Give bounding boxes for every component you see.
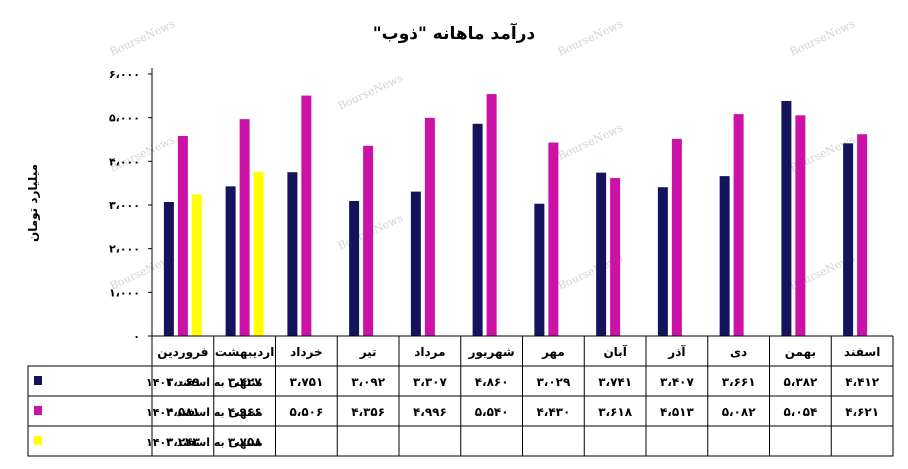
bars xyxy=(163,94,868,337)
bar-0-9 xyxy=(719,176,730,336)
category-label: دی xyxy=(730,345,747,359)
watermark-text: BourseNews xyxy=(788,17,858,59)
watermark-text: BourseNews xyxy=(336,71,406,113)
bar-2-0 xyxy=(191,194,202,336)
bar-0-10 xyxy=(781,100,792,337)
watermark-text: BourseNews xyxy=(556,121,626,163)
bar-1-2 xyxy=(301,95,312,336)
bar-1-8 xyxy=(671,138,682,336)
category-label: فروردین xyxy=(157,345,208,360)
bar-1-4 xyxy=(424,117,435,336)
axes: ۰ ۱،۰۰۰ ۲،۰۰۰ ۳،۰۰۰ ۴،۰۰۰ ۵،۰۰۰ ۶،۰۰۰ xyxy=(109,68,153,343)
data-label-1-1: ۴،۹۶۶ xyxy=(228,405,262,419)
category-label: اسفند xyxy=(844,345,880,359)
data-label-0-6: ۳،۰۲۹ xyxy=(536,375,571,389)
watermark-text: BourseNews xyxy=(556,17,626,59)
category-label: آبان xyxy=(603,344,627,359)
bar-0-6 xyxy=(534,203,545,336)
category-label: آذر xyxy=(667,344,686,359)
legend-label-0: منتهی به اسفند ۱۴۰۱ xyxy=(146,376,263,389)
bar-0-4 xyxy=(410,191,421,336)
y-tick-label: ۲،۰۰۰ xyxy=(109,243,140,256)
y-tick-label: ۵،۰۰۰ xyxy=(109,112,140,125)
data-label-0-3: ۳،۰۹۲ xyxy=(351,375,386,389)
data-table: فروردین اردیبهشت خرداد تیر مرداد شهریور مهر آبا… xyxy=(27,335,894,457)
data-label-0-1: ۳،۴۲۷ xyxy=(228,375,263,389)
data-label-0-7: ۳،۷۴۱ xyxy=(598,375,632,389)
data-label-1-9: ۵،۰۸۲ xyxy=(722,405,757,419)
y-tick-label: ۳،۰۰۰ xyxy=(109,199,140,212)
bar-0-3 xyxy=(349,200,360,336)
legend-label-1: منتهی به اسفند ۱۴۰۲ xyxy=(146,406,263,419)
data-label-0-10: ۵،۳۸۲ xyxy=(783,375,818,389)
category-label: مهر xyxy=(541,345,565,359)
category-label: اردیبهشت xyxy=(215,345,274,359)
data-label-0-4: ۳،۳۰۷ xyxy=(413,375,448,389)
data-label-1-2: ۵،۵۰۶ xyxy=(289,405,323,419)
legend-swatch-1 xyxy=(34,406,42,415)
data-label-2-0: ۳،۲۴۳ xyxy=(166,435,201,449)
bar-1-3 xyxy=(363,145,374,336)
data-label-2-1: ۳،۷۵۸ xyxy=(228,435,263,449)
bar-1-1 xyxy=(239,119,250,336)
data-label-0-5: ۴،۸۶۰ xyxy=(475,375,509,389)
data-label-1-5: ۵،۵۴۰ xyxy=(475,405,509,419)
y-tick-label: ۴،۰۰۰ xyxy=(109,155,140,168)
bar-0-8 xyxy=(657,187,668,336)
bar-0-1 xyxy=(225,186,236,336)
data-label-0-8: ۳،۴۰۷ xyxy=(660,375,695,389)
category-label: مرداد xyxy=(414,345,445,359)
bar-1-7 xyxy=(610,178,621,336)
data-label-1-0: ۴،۵۸۱ xyxy=(166,405,200,419)
data-label-1-11: ۴،۶۲۱ xyxy=(845,405,879,419)
data-label-1-4: ۴،۹۹۶ xyxy=(413,405,447,419)
category-label: خرداد xyxy=(290,345,323,359)
bar-0-5 xyxy=(472,123,483,336)
bar-0-0 xyxy=(163,201,174,336)
category-label: شهریور xyxy=(468,345,515,360)
data-label-0-11: ۴،۴۱۲ xyxy=(845,375,880,389)
y-tick-label: ۱،۰۰۰ xyxy=(109,286,140,299)
bar-1-10 xyxy=(795,115,806,336)
data-label-0-2: ۳،۷۵۱ xyxy=(289,375,323,389)
category-label: بهمن xyxy=(785,345,816,359)
chart-title: درآمد ماهانه "ذوب" xyxy=(373,22,536,44)
data-label-0-9: ۳،۶۶۱ xyxy=(722,375,756,389)
y-tick-label: ۶،۰۰۰ xyxy=(109,68,140,81)
category-label: تیر xyxy=(359,345,377,359)
legend-label-2: منتهی به اسفند ۱۴۰۳ xyxy=(146,436,263,449)
data-label-1-3: ۴،۳۵۶ xyxy=(351,405,385,419)
watermark-text: BourseNews xyxy=(108,133,178,175)
bar-0-11 xyxy=(843,143,854,336)
legend-swatch-0 xyxy=(34,376,42,385)
bar-1-9 xyxy=(733,114,744,336)
bar-0-7 xyxy=(596,172,607,336)
y-axis-label: میلیارد تومان xyxy=(26,164,41,242)
data-label-1-8: ۴،۵۱۳ xyxy=(660,405,695,419)
bar-1-11 xyxy=(857,134,868,336)
data-label-1-7: ۳،۶۱۸ xyxy=(598,405,633,419)
y-tick-label: ۰ xyxy=(133,330,140,343)
bar-0-2 xyxy=(287,172,298,336)
bar-1-0 xyxy=(177,135,188,336)
data-label-0-0: ۳،۰۶۹ xyxy=(166,375,201,389)
data-label-1-6: ۴،۴۳۰ xyxy=(536,405,570,419)
bar-1-6 xyxy=(548,142,559,336)
watermark-text: BourseNews xyxy=(108,17,178,59)
bar-1-5 xyxy=(486,94,497,336)
data-label-1-10: ۵،۰۵۴ xyxy=(783,405,817,419)
bar-2-1 xyxy=(253,171,264,336)
legend-swatch-2 xyxy=(34,436,42,445)
